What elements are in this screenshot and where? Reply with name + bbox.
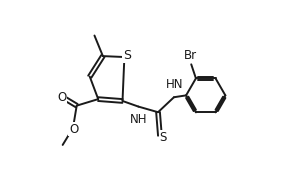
Text: O: O [57,91,66,104]
Text: HN: HN [166,78,184,91]
Text: NH: NH [130,113,147,126]
Text: Br: Br [184,50,197,62]
Text: S: S [123,49,131,62]
Text: S: S [160,131,167,144]
Text: O: O [69,122,78,136]
